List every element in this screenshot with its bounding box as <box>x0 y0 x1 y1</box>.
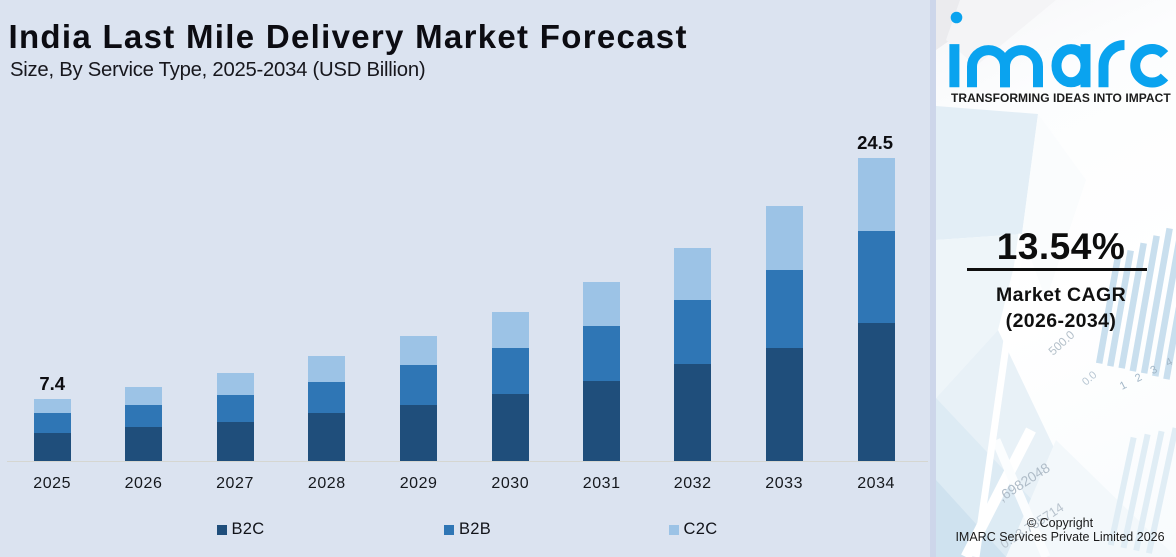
svg-text:0.0: 0.0 <box>1080 369 1099 388</box>
